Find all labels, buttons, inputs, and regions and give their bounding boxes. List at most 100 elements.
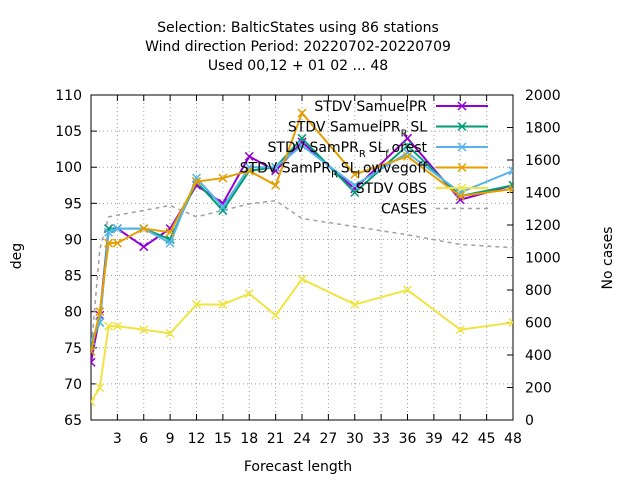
legend-text: STDV SamPR [240,161,332,177]
x-tick-label: 33 [372,431,390,447]
data-point [91,357,96,367]
data-point [112,224,122,234]
series-line [91,199,513,352]
data-point [350,187,360,198]
data-point [350,299,360,309]
data-point [508,180,513,190]
data-point [104,321,114,331]
x-tick-label: 6 [139,431,148,447]
data-point [271,162,281,172]
y2-tick-label: 1000 [525,251,561,267]
y2-tick-label: 1200 [525,218,561,234]
data-point [271,310,281,320]
legend-marker-0 [457,101,467,111]
data-point [402,148,413,158]
data-point [104,227,114,237]
y2-axis-label: No cases [600,227,616,290]
y2-tick-label: 600 [525,316,552,332]
data-point [402,285,413,295]
data-point [91,397,96,407]
legend-subscript: R [359,149,366,160]
legend-subscript: f [385,149,389,160]
x-axis-label: Forecast length [244,459,352,475]
data-point [402,151,413,161]
legend-text: STDV SamuelPR [288,120,401,136]
legend-marker-3 [457,162,467,173]
x-tick-label: 3 [113,431,122,447]
legend-marker-4 [457,183,467,193]
data-point [297,133,307,143]
data-point [91,346,96,356]
legend-subscript: R [331,170,338,181]
series-3 [91,108,513,356]
chart-title-line-1: Selection: BalticStates using 86 station… [157,20,439,36]
data-point [112,238,122,248]
legend-label-3: STDV SamPRR SLl owvegoff [240,161,428,181]
y-tick-label: 90 [64,232,82,248]
data-point [297,137,307,147]
titles: Selection: BalticStates using 86 station… [9,20,616,475]
legend-text: STDV SamPR [268,140,360,156]
legend-subscript: R [401,129,408,140]
series-5 [91,199,513,352]
data-point [297,141,307,151]
data-point [271,180,281,190]
data-point [508,317,513,328]
y-tick-label: 110 [55,88,82,104]
y2-tick-label: 200 [525,381,552,397]
data-point [165,328,175,338]
data-point [191,299,202,309]
data-point [297,274,307,284]
legend-marker-2 [457,142,467,152]
data-point [297,108,307,118]
data-point [244,162,254,172]
x-tick-label: 9 [166,431,175,447]
legend-label-0: STDV SamuelPR [314,99,427,115]
y2-tick-label: 0 [525,413,534,429]
axis-ticks: 3 6 9 12 15 18 21 24 27 30 33 36 39 42 45 4865707580859… [55,88,560,447]
data-point [455,325,465,335]
legend-text: orest [392,140,428,156]
y-tick-label: 85 [64,269,82,285]
x-tick-label: 36 [399,431,417,447]
data-point [244,166,254,176]
data-point [104,238,114,248]
y-tick-label: 80 [64,305,82,321]
data-point [402,141,413,151]
x-tick-label: 45 [478,431,496,447]
data-point [191,177,202,187]
data-point [350,169,360,179]
y-axis-label: deg [9,243,25,269]
data-point [455,191,465,201]
y2-tick-label: 1400 [525,186,561,202]
data-point [218,206,228,216]
data-point [244,151,254,161]
x-tick-label: 39 [425,431,443,447]
y-tick-label: 75 [64,341,82,357]
legend-text: SL [410,120,427,136]
data-point [95,307,105,317]
data-point [508,184,513,194]
x-tick-label: 48 [504,431,522,447]
series-0 [91,133,513,367]
y-tick-label: 70 [64,377,82,393]
legend-label-4: STDV OBS [356,181,427,197]
data-point [508,166,513,176]
series-group [91,108,513,407]
y-tick-label: 105 [55,124,82,140]
data-point [350,184,360,194]
x-tick-label: 42 [451,431,469,447]
data-point [165,238,175,248]
y2-tick-label: 1800 [525,121,561,137]
data-point [95,382,105,393]
x-tick-label: 24 [293,431,311,447]
chart-title-line-3: Used 00,12 + 01 02 ... 48 [208,58,388,74]
legend-text: SL [341,161,358,177]
legend-text: SL [369,140,386,156]
data-point [165,227,175,237]
legend-label-5: CASES [381,202,427,218]
legend-subscript: l [357,170,360,181]
data-point [139,242,149,252]
data-point [455,195,465,205]
